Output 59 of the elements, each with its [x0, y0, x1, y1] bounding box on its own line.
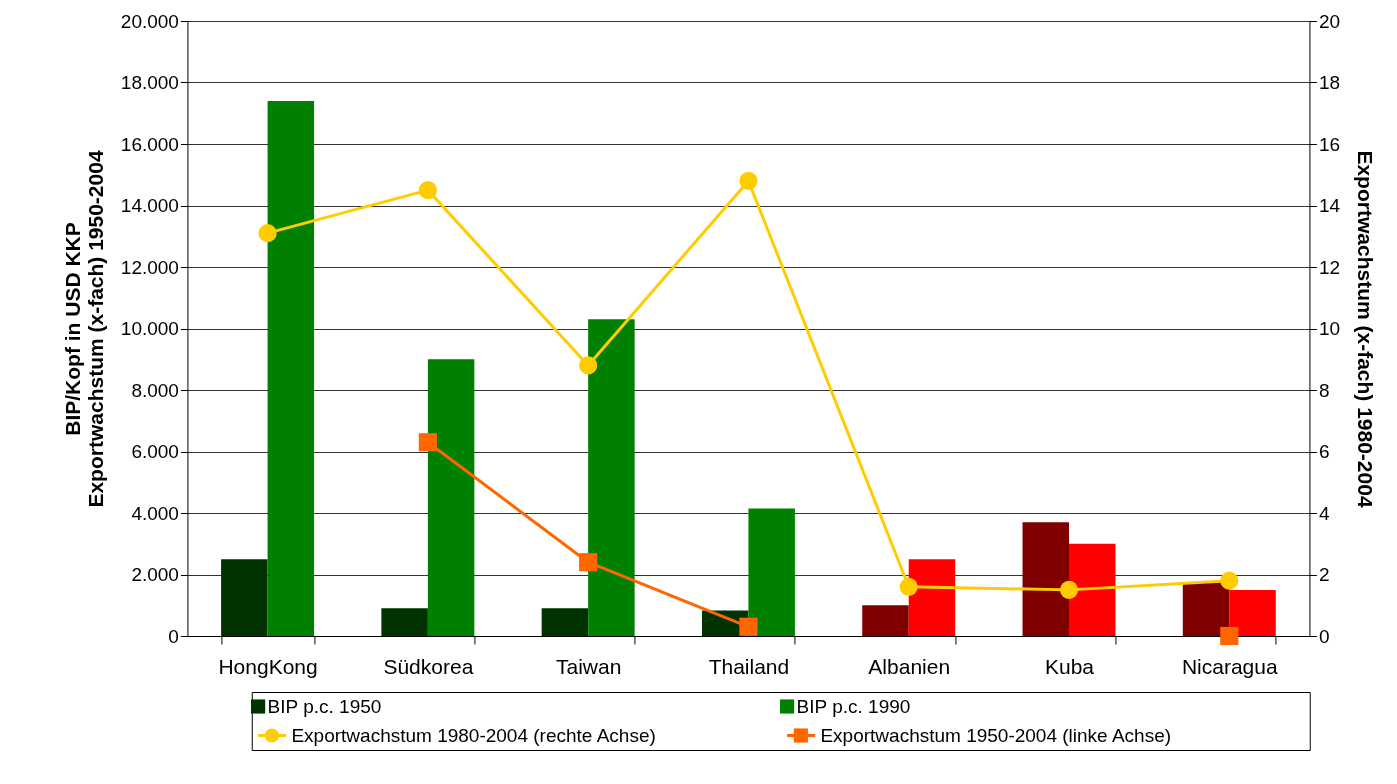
x-tick-label: Albanien — [868, 654, 951, 678]
legend-label: Exportwachstum 1980-2004 (rechte Achse) — [291, 724, 656, 746]
bar — [908, 559, 956, 636]
y-tick-label: 4.000 — [131, 502, 179, 524]
bar — [267, 100, 315, 636]
legend-label: BIP p.c. 1990 — [796, 695, 911, 717]
bar — [1182, 582, 1230, 636]
y-tick-label: 16.000 — [120, 133, 179, 155]
y2-axis-title: Exportwachstum (x-fach) 1980-2004 — [1354, 150, 1378, 508]
point — [1220, 626, 1239, 646]
bar — [221, 559, 268, 636]
point — [258, 224, 277, 243]
y2-tick-label: 4 — [1318, 502, 1330, 524]
x-tick-label: Kuba — [1044, 654, 1095, 678]
legend-label: BIP p.c. 1950 — [267, 695, 382, 717]
y2-tick-label: 20 — [1318, 10, 1341, 32]
bar — [862, 605, 909, 636]
y2-tick-label: 2 — [1318, 564, 1330, 585]
point — [899, 577, 918, 596]
bar — [1022, 522, 1069, 636]
point — [739, 617, 758, 636]
point — [1059, 580, 1079, 599]
y2-tick-label: 10 — [1318, 318, 1341, 339]
y2-tick-label: 12 — [1318, 256, 1341, 278]
bar — [427, 359, 475, 636]
bar — [1229, 589, 1276, 636]
y-tick-label: 6.000 — [131, 441, 179, 462]
bar — [541, 608, 589, 636]
y-axis-title: BIP/Kopf in USD KKP Exportwachstum (x-fach) 1950-2004 — [60, 150, 107, 508]
y-tick-label: 0 — [168, 625, 179, 647]
x-tick-label: Nicaragua — [1181, 654, 1278, 678]
y-tick-label: 2.000 — [131, 564, 179, 585]
point — [739, 171, 758, 190]
y2-tick-label: 18 — [1318, 72, 1341, 93]
y2-tick-label: 6 — [1318, 441, 1330, 462]
point — [418, 181, 437, 200]
x-tick-label: HongKong — [218, 654, 318, 678]
point — [1220, 571, 1239, 590]
bar — [381, 608, 428, 636]
y-tick-label: 14.000 — [120, 195, 179, 216]
point — [579, 553, 598, 572]
y-tick-label: 10.000 — [120, 318, 179, 339]
legend-label: Exportwachstum 1950-2004 (linke Achse) — [820, 724, 1172, 746]
bar — [748, 508, 795, 636]
y2-tick-label: 0 — [1318, 625, 1330, 647]
y-tick-label: 18.000 — [120, 72, 179, 93]
y2-tick-label: 16 — [1318, 133, 1341, 155]
y2-tick-label: 8 — [1318, 379, 1330, 401]
y2-tick-label: 14 — [1318, 195, 1341, 216]
point — [579, 356, 598, 375]
y-tick-label: 12.000 — [120, 256, 179, 278]
bar — [588, 319, 635, 636]
point — [418, 433, 437, 452]
bar — [1069, 543, 1116, 636]
y-tick-label: 8.000 — [131, 379, 179, 401]
x-tick-label: Südkorea — [383, 654, 474, 678]
y-tick-label: 20.000 — [120, 10, 179, 32]
x-tick-label: Thailand — [708, 654, 790, 678]
x-tick-label: Taiwan — [555, 654, 622, 678]
